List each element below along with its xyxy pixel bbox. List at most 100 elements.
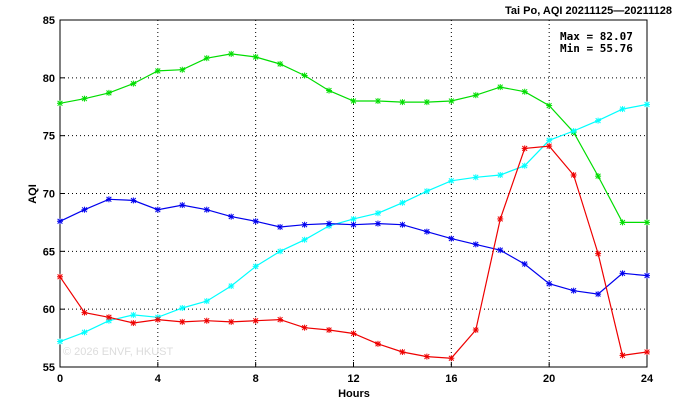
x-axis-title: Hours — [338, 388, 370, 400]
data-point — [81, 206, 88, 213]
data-point — [228, 213, 235, 220]
data-point — [448, 235, 455, 242]
data-point — [277, 316, 284, 323]
data-point — [301, 221, 308, 228]
data-point — [350, 215, 357, 222]
copyright-watermark: © 2026 ENVF, HKUST — [63, 346, 173, 358]
data-point — [374, 97, 381, 104]
data-point — [619, 270, 626, 277]
data-point — [203, 317, 210, 324]
data-point — [130, 197, 137, 204]
data-point — [546, 102, 553, 109]
data-point — [374, 340, 381, 347]
data-point — [154, 206, 161, 213]
grid-lines — [60, 20, 647, 367]
data-point — [57, 338, 63, 345]
series-2 — [57, 196, 650, 298]
y-tick-label: 85 — [43, 15, 55, 27]
data-point — [423, 99, 430, 106]
data-point — [374, 210, 381, 217]
series-line — [59, 198, 648, 295]
data-point — [521, 88, 528, 95]
data-point — [399, 221, 406, 228]
data-point — [644, 272, 650, 279]
data-point — [521, 162, 528, 169]
data-point — [105, 89, 112, 96]
x-tick-label: 20 — [543, 373, 555, 385]
x-tick-label: 4 — [155, 373, 162, 385]
data-point — [326, 326, 333, 333]
data-point — [154, 67, 161, 74]
y-tick-label: 55 — [43, 362, 55, 374]
data-point — [595, 250, 602, 257]
y-tick-label: 70 — [43, 189, 55, 201]
series-line — [59, 53, 647, 223]
data-point — [350, 97, 357, 104]
data-point — [472, 174, 479, 181]
data-point — [228, 318, 235, 325]
y-axis-title: AQI — [27, 184, 39, 204]
data-point — [570, 287, 577, 294]
data-point — [130, 320, 137, 327]
data-point — [203, 55, 210, 62]
data-point — [595, 117, 602, 124]
data-point — [130, 311, 137, 318]
data-point — [619, 352, 626, 359]
data-point — [179, 318, 186, 325]
y-tick-label: 75 — [43, 131, 55, 143]
data-point — [57, 273, 63, 280]
data-point — [252, 317, 259, 324]
data-point — [497, 247, 504, 254]
series-1 — [57, 101, 650, 345]
data-point — [619, 219, 626, 226]
data-point — [228, 50, 235, 57]
data-point — [228, 283, 235, 290]
data-point — [448, 97, 455, 104]
data-point — [203, 206, 210, 213]
data-point — [105, 196, 112, 203]
data-point — [570, 171, 577, 178]
x-tick-label: 0 — [57, 373, 63, 385]
data-point — [252, 218, 259, 225]
data-point — [497, 84, 504, 91]
data-point — [57, 100, 63, 107]
min-stat: Min = 55.76 — [560, 42, 633, 55]
data-point — [277, 60, 284, 67]
data-point — [472, 241, 479, 248]
data-point — [350, 221, 357, 228]
data-point — [448, 355, 455, 362]
data-point — [472, 92, 479, 99]
y-tick-label: 65 — [43, 246, 55, 258]
x-tick-label: 12 — [347, 373, 359, 385]
data-point — [301, 72, 308, 79]
x-axis-ticks: 0 4 8 12 16 20 24 — [57, 362, 654, 385]
data-point — [81, 95, 88, 102]
data-point — [154, 316, 161, 323]
data-point — [546, 143, 553, 150]
x-tick-label: 8 — [253, 373, 259, 385]
data-point — [374, 220, 381, 227]
y-tick-label: 80 — [43, 73, 55, 85]
data-point — [179, 66, 186, 73]
data-point — [105, 314, 112, 321]
data-point — [301, 324, 308, 331]
data-point — [179, 305, 186, 312]
data-point — [399, 348, 406, 355]
data-point — [203, 298, 210, 305]
data-point — [546, 280, 553, 287]
data-point — [521, 145, 528, 152]
data-point — [423, 188, 430, 195]
series-3 — [57, 143, 650, 362]
data-point — [277, 248, 284, 255]
data-point — [81, 329, 88, 336]
data-point — [326, 220, 333, 227]
data-point — [350, 330, 357, 337]
data-point — [423, 353, 430, 360]
data-point — [81, 309, 88, 316]
data-point — [619, 106, 626, 113]
chart-title: Tai Po, AQI 20211125—20211128 — [505, 5, 672, 17]
data-point — [497, 215, 504, 222]
data-point — [644, 101, 650, 108]
series-0 — [57, 50, 650, 226]
